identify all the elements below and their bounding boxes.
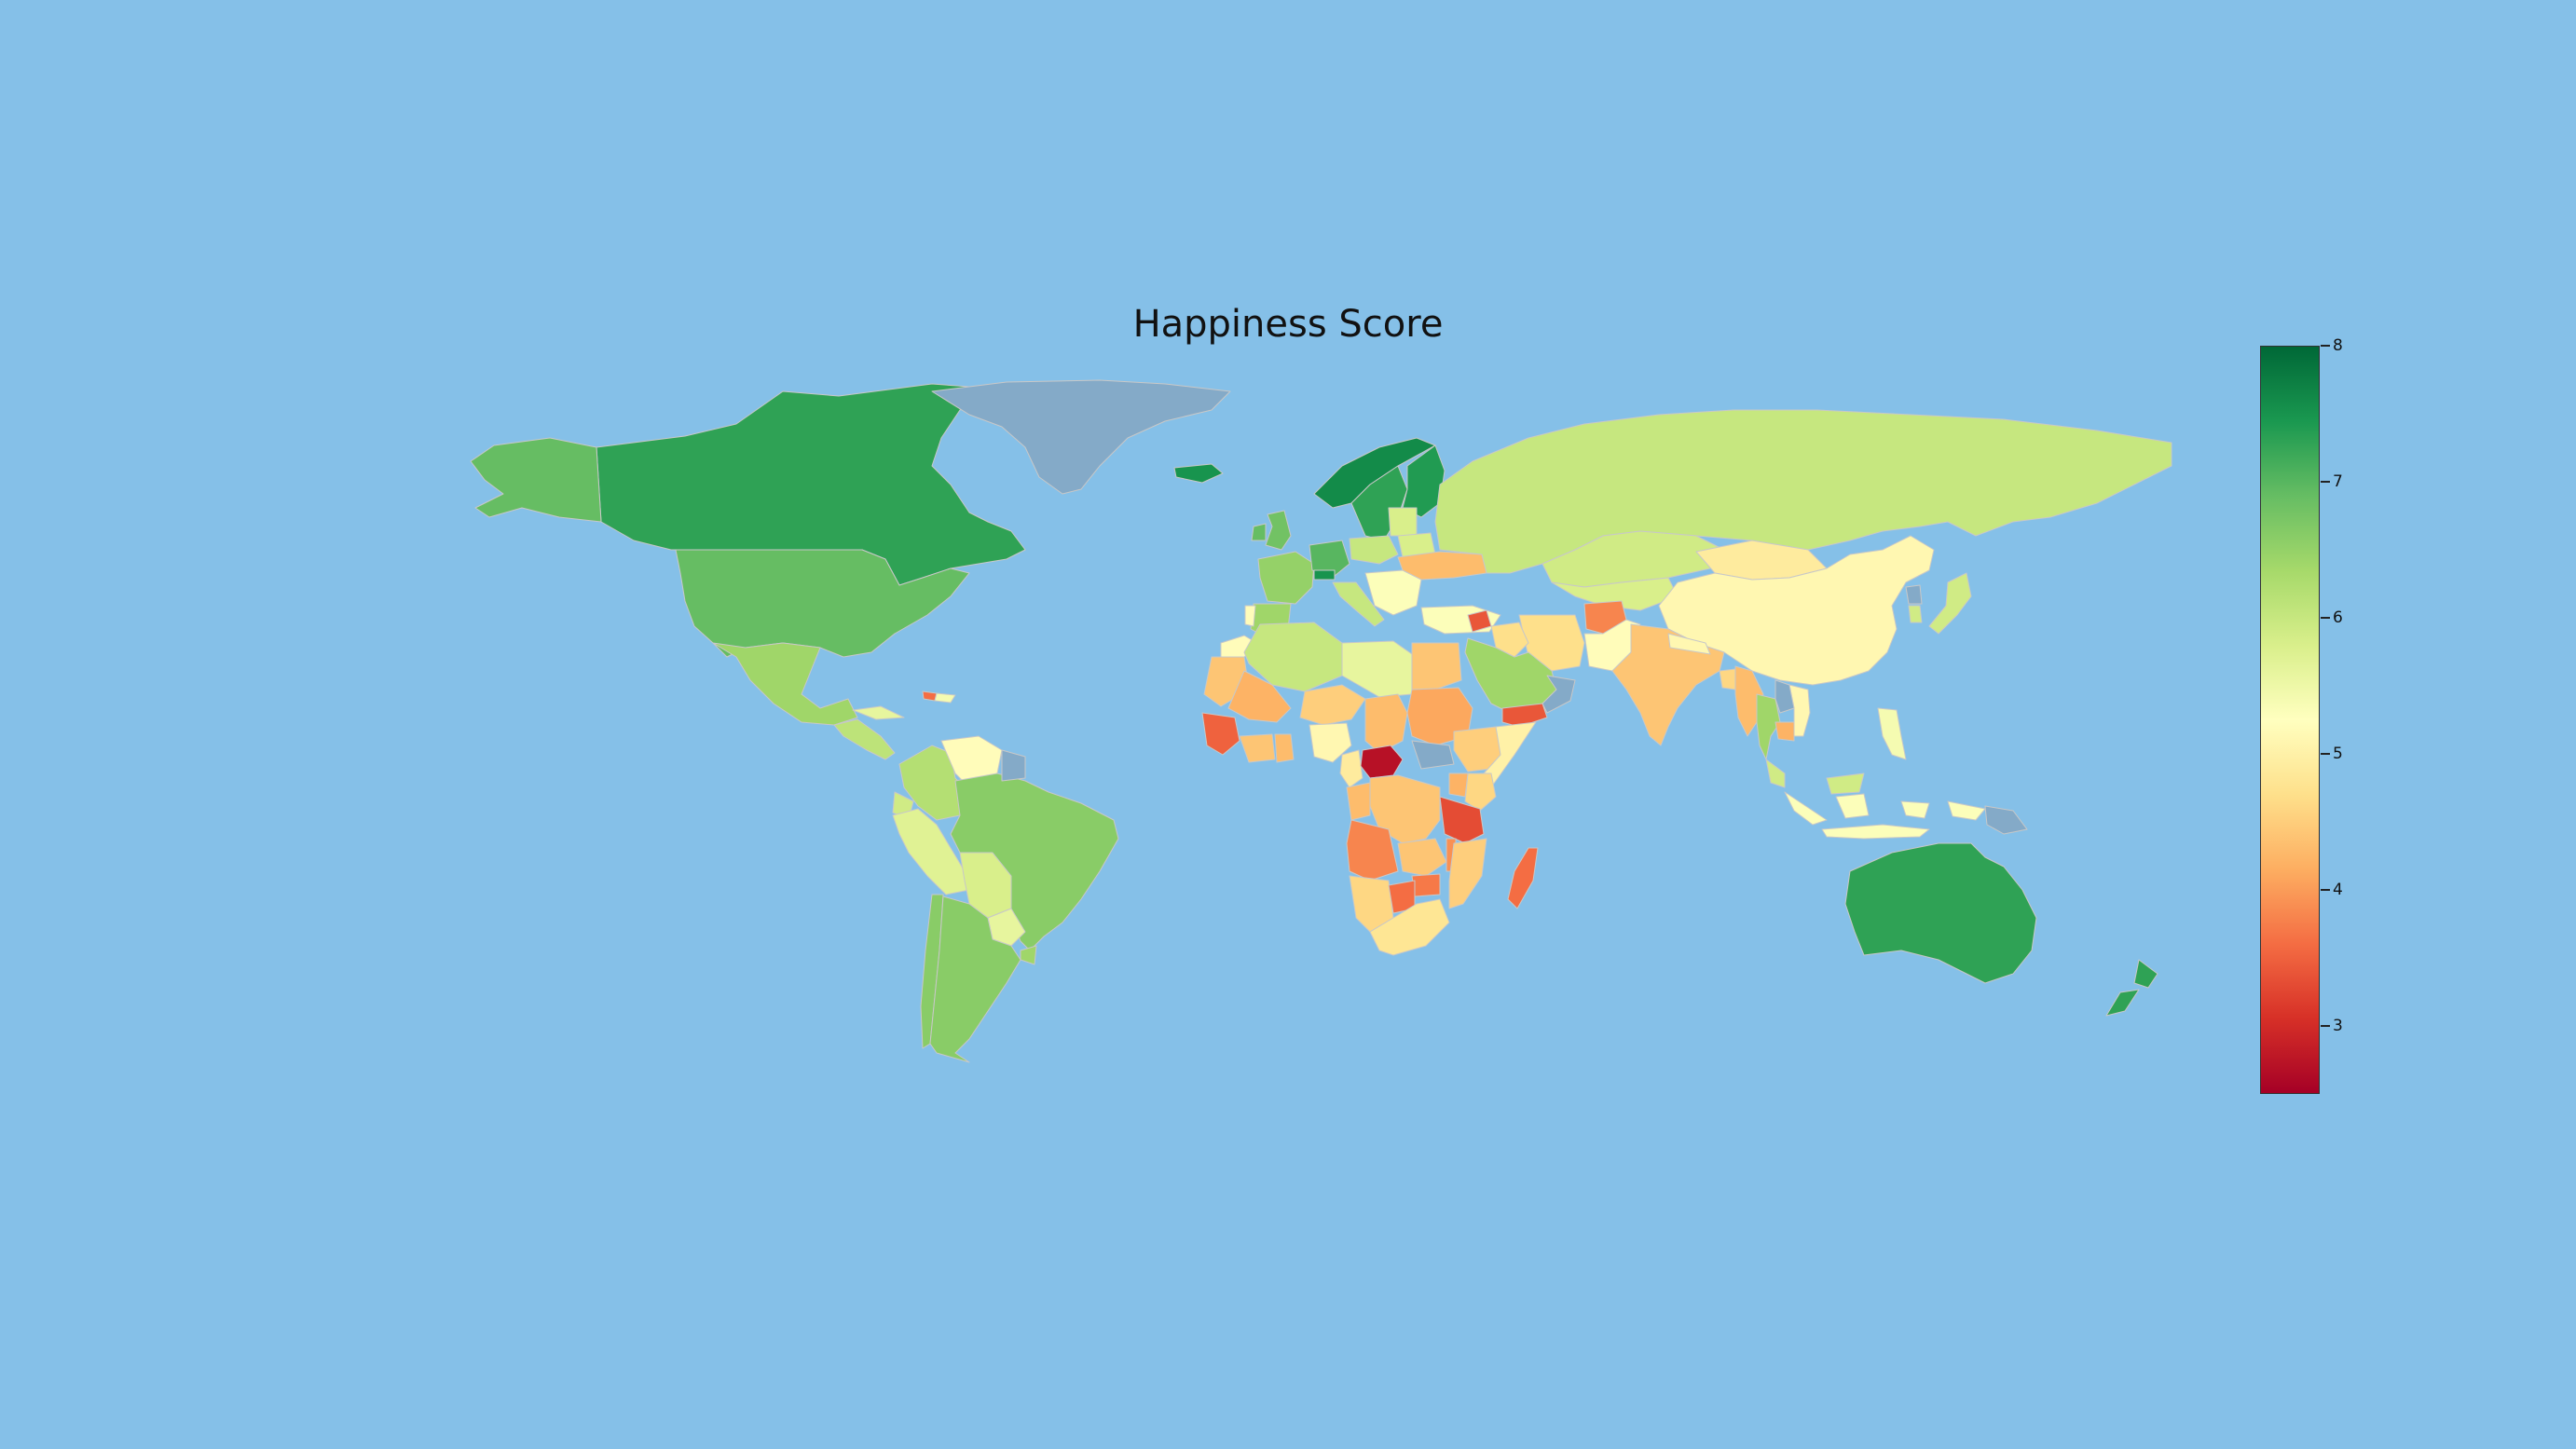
country-japan: Japan bbox=[1928, 572, 1972, 635]
country-new-zealand: New Zealand bbox=[2105, 959, 2158, 1017]
country-chad: Chad bbox=[1364, 693, 1408, 754]
country-central-african-republic: Central African Republic bbox=[1360, 745, 1404, 779]
country-tanzania: Tanzania bbox=[1439, 796, 1485, 844]
country-uganda: Uganda bbox=[1448, 772, 1469, 798]
country-cuba: Cuba bbox=[852, 705, 905, 720]
country-central-america: Central America bbox=[833, 718, 896, 760]
country-oman: Oman bbox=[1541, 675, 1576, 714]
country-south-sudan: South Sudan bbox=[1411, 740, 1455, 770]
country-germany: Germany bbox=[1309, 540, 1350, 577]
country-balkans: Balkans bbox=[1364, 569, 1422, 616]
country-zambia: Zambia bbox=[1397, 838, 1447, 877]
colorbar-tick-mark bbox=[2321, 481, 2330, 483]
country-guyana-suriname: Guyana / Suriname bbox=[1001, 749, 1026, 782]
country-thailand: Thailand bbox=[1756, 693, 1781, 760]
map-title: Happiness Score bbox=[1132, 303, 1444, 346]
country-portugal: Portugal bbox=[1244, 605, 1256, 627]
colorbar-tick-label: 8 bbox=[2333, 336, 2343, 355]
country-poland: Poland bbox=[1349, 535, 1399, 565]
country-ireland: Ireland bbox=[1251, 523, 1267, 541]
country-egypt: Egypt bbox=[1411, 642, 1462, 690]
country-finland: Finland bbox=[1402, 444, 1446, 518]
country-malaysia: Malaysia bbox=[1765, 759, 1865, 795]
colorbar bbox=[2260, 346, 2320, 1094]
colorbar-tick-label: 4 bbox=[2333, 881, 2343, 899]
country-zimbabwe: Zimbabwe bbox=[1411, 873, 1441, 897]
country-united-states: United States bbox=[675, 549, 970, 658]
colorbar-tick-label: 7 bbox=[2333, 472, 2343, 491]
country-norway: Norway bbox=[1313, 437, 1436, 509]
colorbar-tick-label: 6 bbox=[2333, 608, 2343, 627]
country-libya: Libya bbox=[1341, 640, 1413, 698]
country-baltic-states: Baltic States bbox=[1388, 507, 1418, 537]
country-iraq: Iraq bbox=[1490, 622, 1529, 658]
country-dominican-republic: Dominican Republic bbox=[934, 692, 956, 704]
country-haiti: Haiti bbox=[922, 690, 938, 702]
colorbar-tick-mark bbox=[2321, 345, 2330, 347]
country-france: France bbox=[1257, 551, 1315, 605]
country-cambodia: Cambodia bbox=[1774, 721, 1795, 742]
country-nepal-bhutan: Nepal / Bhutan bbox=[1667, 633, 1711, 655]
country-mozambique: Mozambique bbox=[1448, 838, 1487, 909]
country-north-korea: North Korea bbox=[1905, 584, 1923, 605]
country-australia: Australia bbox=[1844, 842, 2037, 984]
country-cameroon: Cameroon bbox=[1339, 749, 1363, 788]
country-congo: Congo bbox=[1346, 782, 1371, 821]
country-dr-congo: DR Congo bbox=[1369, 774, 1441, 844]
country-papua-new-guinea: Papua New Guinea bbox=[1984, 805, 2028, 835]
country-south-africa: South Africa bbox=[1369, 898, 1450, 956]
country-madagascar: Madagascar bbox=[1507, 847, 1539, 909]
country-philippines: Philippines bbox=[1877, 707, 1907, 760]
country-uruguay: Uruguay bbox=[1020, 945, 1037, 965]
country-iceland: Iceland bbox=[1173, 463, 1224, 484]
colorbar-tick-label: 3 bbox=[2333, 1017, 2343, 1035]
colorbar-tick-mark bbox=[2321, 889, 2330, 891]
country-mexico: Mexico bbox=[712, 642, 858, 726]
country-bangladesh: Bangladesh bbox=[1719, 668, 1736, 690]
country-alaska-united-states: Alaska (United States) bbox=[470, 437, 602, 523]
country-ivory-coast: Ivory Coast bbox=[1239, 733, 1276, 763]
country-united-kingdom: United Kingdom bbox=[1265, 510, 1292, 551]
country-mali: Mali bbox=[1227, 670, 1292, 723]
country-greenland: Greenland bbox=[931, 379, 1231, 495]
colorbar-tick-label: 5 bbox=[2333, 745, 2343, 763]
country-argentina: Argentina bbox=[929, 895, 1021, 1063]
country-russia: Russia bbox=[1434, 409, 2172, 574]
country-kenya: Kenya bbox=[1464, 772, 1497, 812]
colorbar-tick-mark bbox=[2321, 617, 2330, 619]
country-italy: Italy bbox=[1332, 581, 1385, 627]
colorbar-tick-mark bbox=[2321, 1025, 2330, 1027]
country-ghana: Ghana bbox=[1274, 733, 1295, 763]
colorbar-tick-mark bbox=[2321, 753, 2330, 755]
country-switzerland: Switzerland bbox=[1313, 569, 1336, 581]
country-guinea: Guinea bbox=[1201, 712, 1240, 756]
country-niger: Niger bbox=[1299, 684, 1366, 726]
country-indonesia: Indonesia bbox=[1784, 791, 1986, 840]
country-laos: Laos bbox=[1774, 679, 1795, 714]
country-brazil: Brazil bbox=[950, 772, 1119, 951]
country-nigeria: Nigeria bbox=[1309, 722, 1352, 763]
country-south-korea: South Korea bbox=[1908, 605, 1923, 623]
